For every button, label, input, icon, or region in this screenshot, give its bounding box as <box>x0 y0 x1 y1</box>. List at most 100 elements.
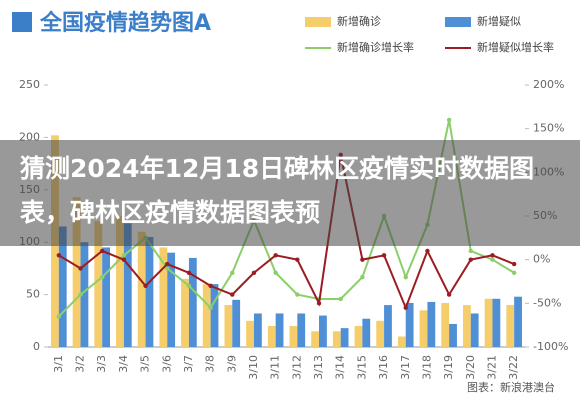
line-point <box>143 283 148 289</box>
x-tick-label: 3/7 <box>182 355 195 373</box>
y2-tick-label: 200% <box>533 78 564 91</box>
line-point <box>511 261 517 267</box>
line-point <box>511 270 517 275</box>
x-tick-label: 3/4 <box>117 355 130 373</box>
bar <box>167 252 176 347</box>
y2-tick-label: 150% <box>533 122 564 135</box>
legend-label: 新增疑似 <box>477 14 521 28</box>
title-icon <box>12 12 32 32</box>
line-point <box>425 248 430 254</box>
bar <box>232 299 241 347</box>
line-point <box>273 253 278 258</box>
bar <box>224 305 233 347</box>
bar <box>376 320 385 347</box>
legend-label: 新增确诊增长率 <box>337 40 414 54</box>
line-point <box>403 274 408 280</box>
line-point <box>403 305 408 310</box>
y-tick-label: 50 <box>26 288 40 301</box>
x-tick-label: 3/12 <box>290 355 303 380</box>
x-tick-label: 3/5 <box>139 355 152 373</box>
bar <box>159 247 168 347</box>
line <box>58 154 515 311</box>
line-point <box>165 266 170 271</box>
line-point <box>100 274 105 280</box>
x-tick-label: 3/3 <box>95 355 108 373</box>
line-point <box>381 253 387 258</box>
x-tick-label: 3/17 <box>399 355 412 380</box>
chart-title: 全国疫情趋势图A <box>39 10 211 36</box>
bar <box>253 313 262 347</box>
bar <box>506 305 515 347</box>
line-point <box>295 257 300 262</box>
banner <box>0 140 580 246</box>
line-point <box>165 261 170 267</box>
bar <box>492 298 501 347</box>
line-point <box>78 266 83 271</box>
line-point <box>490 253 495 258</box>
x-tick-label: 3/21 <box>485 355 498 380</box>
line-point <box>468 257 473 262</box>
bar <box>188 257 197 347</box>
bar <box>449 323 457 347</box>
line-point <box>208 283 213 289</box>
x-tick-label: 3/19 <box>442 355 455 380</box>
bar <box>246 320 254 347</box>
x-tick-label: 3/14 <box>334 355 347 380</box>
source: 图表：新浪港澳台 <box>467 380 555 394</box>
x-tick-label: 3/16 <box>377 355 390 380</box>
bar <box>340 328 349 347</box>
line-point <box>56 253 62 258</box>
line-point <box>186 270 192 275</box>
bar <box>462 305 471 347</box>
bar <box>116 216 124 347</box>
bar <box>354 326 363 347</box>
bar <box>80 242 89 347</box>
bar <box>94 221 103 347</box>
bar <box>484 298 493 347</box>
line-point <box>446 117 452 123</box>
bar <box>181 278 189 347</box>
bar <box>72 197 81 347</box>
line-point <box>360 274 365 280</box>
x-tick-label: 3/11 <box>269 355 282 380</box>
x-tick-label: 3/6 <box>160 355 173 373</box>
x-tick-label: 3/10 <box>247 355 260 380</box>
bar <box>102 247 111 347</box>
bar <box>427 301 436 347</box>
x-tick-label: 3/22 <box>507 355 520 380</box>
bar <box>405 302 414 347</box>
headline: 猜测2024年12月18日碑林区疫情实时数据图表，碑林区疫情数据图表预 <box>20 154 535 227</box>
x-tick-label: 3/13 <box>312 355 325 380</box>
bar <box>470 313 479 347</box>
x-tick-label: 3/15 <box>355 355 368 380</box>
y2-tick-label: -100% <box>533 340 568 353</box>
line-point <box>251 270 257 275</box>
x-tick-label: 3/9 <box>225 355 238 373</box>
line-point <box>490 257 495 262</box>
line-point <box>230 292 235 297</box>
legend-label: 新增确诊 <box>337 14 381 28</box>
line-point <box>121 253 127 258</box>
y-tick-label: 250 <box>19 78 40 91</box>
line-point <box>468 248 473 254</box>
y2-tick-label: -50% <box>533 296 561 309</box>
bar <box>514 296 522 347</box>
x-tick-label: 3/8 <box>204 355 217 373</box>
bar <box>137 231 146 347</box>
legend-swatch <box>445 17 471 27</box>
bar <box>202 284 211 347</box>
line-point <box>78 292 83 297</box>
line-point <box>273 270 278 275</box>
line-point <box>446 292 452 297</box>
bar <box>332 331 341 347</box>
legend-swatch <box>305 17 331 27</box>
bar <box>319 315 327 347</box>
bar <box>275 313 284 347</box>
line-point <box>316 301 322 306</box>
line-point <box>186 283 192 289</box>
bar <box>123 223 132 347</box>
line-point <box>100 248 105 254</box>
legend-label: 新增疑似增长率 <box>477 40 554 54</box>
bar <box>311 331 320 347</box>
x-tick-label: 3/18 <box>420 355 433 380</box>
